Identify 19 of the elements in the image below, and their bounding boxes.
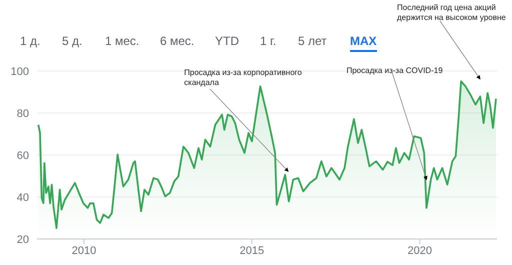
text: Последний год цена акций держится на высоком уровне	[397, 3, 507, 23]
text: 5 д.	[62, 34, 82, 48]
text: 1 д.	[20, 34, 40, 48]
text: 5 лет	[298, 34, 327, 48]
annotation: Просадка из-за корпоративного скандала	[184, 68, 303, 88]
x-tick-label: 2015	[240, 244, 264, 257]
text: MAX	[350, 34, 377, 48]
y-tick-label: 60	[16, 150, 29, 162]
x-tick-label: 2020	[408, 244, 432, 257]
y-tick-label: 20	[16, 234, 29, 246]
text: 6 мес.	[160, 34, 194, 48]
y-tick-label: 40	[16, 192, 29, 204]
y-tick-label: 80	[16, 108, 29, 120]
y-tick-label: 100	[10, 66, 29, 78]
annotation: Просадка из-за COVID-19	[346, 66, 444, 76]
text: YTD	[215, 34, 239, 48]
text: 1 г.	[260, 34, 276, 48]
text: 1 мес.	[105, 34, 140, 48]
x-tick-label: 2010	[72, 244, 96, 257]
